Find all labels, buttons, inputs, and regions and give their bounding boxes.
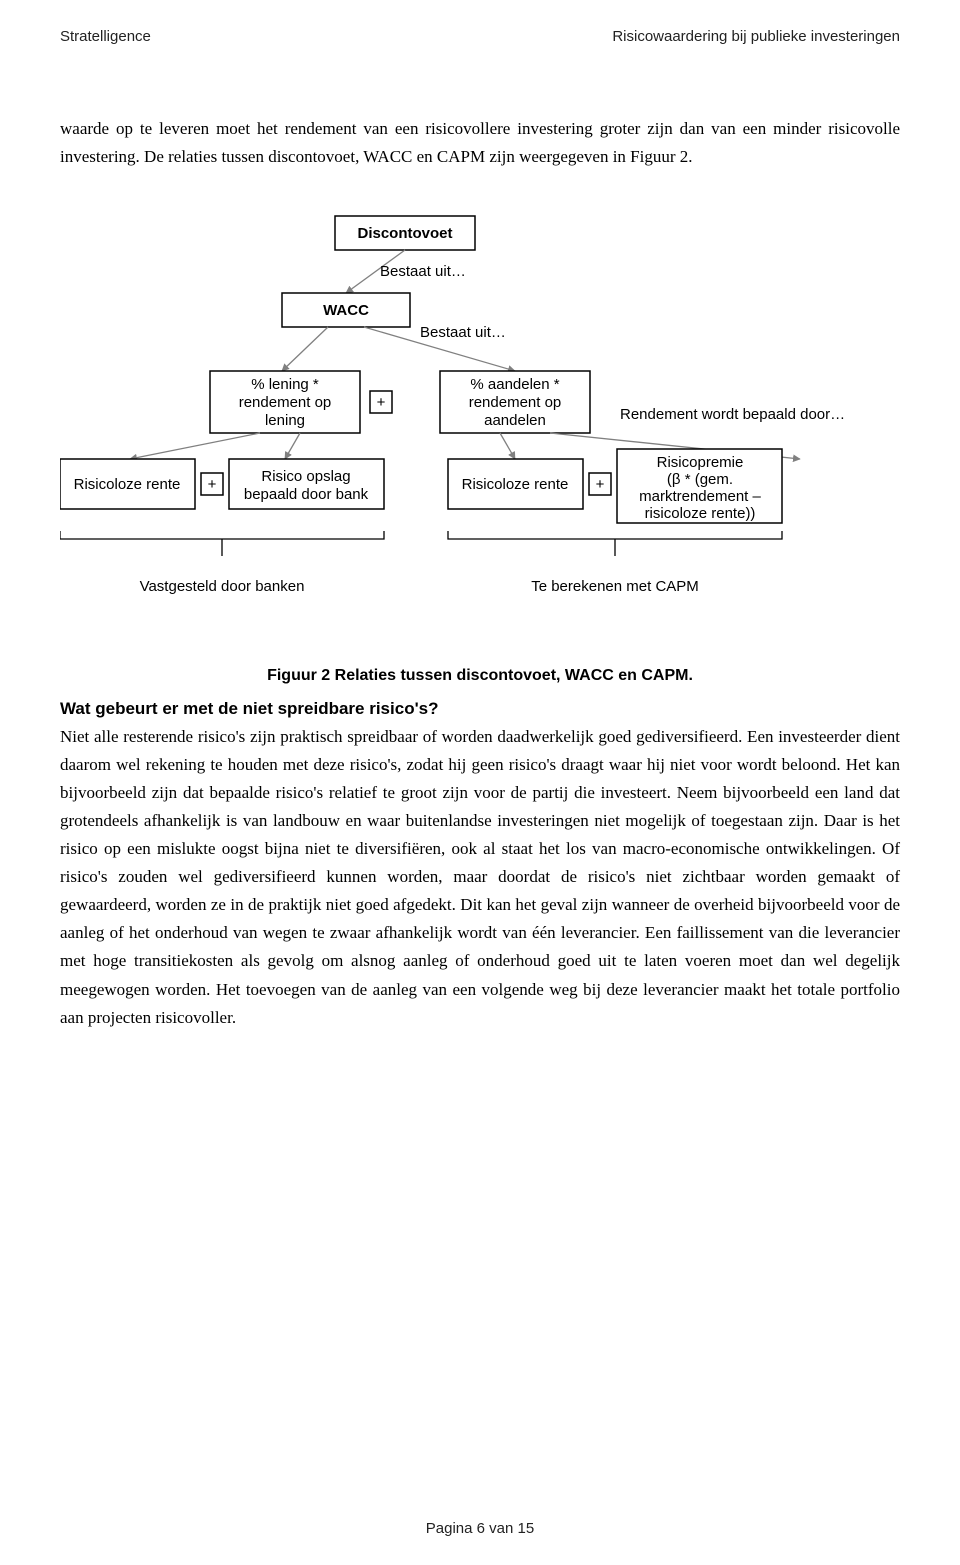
node-discontovoet: Discontovoet	[335, 216, 475, 250]
svg-text:rendement op: rendement op	[469, 394, 562, 411]
node-wacc: WACC	[282, 293, 410, 327]
svg-text:Risicopremie: Risicopremie	[657, 454, 744, 471]
plus-1: +	[370, 391, 392, 413]
svg-text:WACC: WACC	[323, 302, 369, 319]
node-risico-opslag: Risico opslag bepaald door bank	[229, 459, 384, 509]
svg-text:aandelen: aandelen	[484, 412, 546, 429]
svg-text:Discontovoet: Discontovoet	[357, 225, 452, 242]
svg-text:risicoloze rente)): risicoloze rente))	[645, 505, 756, 522]
svg-text:Risico opslag: Risico opslag	[261, 468, 350, 485]
svg-text:lening: lening	[265, 412, 305, 429]
svg-text:bepaald door bank: bepaald door bank	[244, 486, 369, 503]
header-right: Risicowaardering bij publieke investerin…	[612, 28, 900, 45]
svg-text:Risicoloze rente: Risicoloze rente	[74, 476, 181, 493]
svg-text:(β * (gem.: (β * (gem.	[667, 471, 733, 488]
para-body: Niet alle resterende risico's zijn prakt…	[60, 723, 900, 1032]
svg-text:Vastgesteld door banken: Vastgesteld door banken	[140, 578, 305, 595]
svg-text:% aandelen *: % aandelen *	[470, 376, 559, 393]
node-risicoloze-right: Risicoloze rente	[448, 459, 583, 509]
svg-text:Bestaat uit…: Bestaat uit…	[420, 324, 506, 341]
wacc-diagram: Discontovoet Bestaat uit… WACC Bestaat u…	[60, 211, 900, 631]
para-lead: waarde op te leveren moet het rendement …	[60, 115, 900, 171]
header-left: Stratelligence	[60, 28, 151, 45]
body-paragraph-block: Niet alle resterende risico's zijn prakt…	[60, 723, 900, 1032]
node-risicoloze-left: Risicoloze rente	[60, 459, 195, 509]
page-header: Stratelligence Risicowaardering bij publ…	[60, 28, 900, 45]
svg-text:Te berekenen met CAPM: Te berekenen met CAPM	[531, 578, 699, 595]
svg-text:Rendement wordt bepaald door…: Rendement wordt bepaald door…	[620, 406, 845, 423]
node-aandelen: % aandelen * rendement op aandelen	[440, 371, 590, 433]
svg-text:+: +	[377, 394, 386, 411]
page-footer: Pagina 6 van 15	[0, 1520, 960, 1537]
plus-2: +	[201, 473, 223, 495]
svg-text:Risicoloze rente: Risicoloze rente	[462, 476, 569, 493]
svg-text:rendement op: rendement op	[239, 394, 332, 411]
diagram-container: Discontovoet Bestaat uit… WACC Bestaat u…	[60, 211, 900, 631]
svg-text:+: +	[208, 476, 217, 493]
plus-3: +	[589, 473, 611, 495]
svg-text:marktrendement –: marktrendement –	[639, 488, 761, 505]
node-lening: % lening * rendement op lening	[210, 371, 360, 433]
svg-text:% lening *: % lening *	[251, 376, 319, 393]
intro-paragraph-block: waarde op te leveren moet het rendement …	[60, 115, 900, 171]
figure-caption: Figuur 2 Relaties tussen discontovoet, W…	[60, 667, 900, 685]
svg-text:+: +	[596, 476, 605, 493]
sub-heading: Wat gebeurt er met de niet spreidbare ri…	[60, 699, 900, 719]
node-risicopremie: Risicopremie (β * (gem. marktrendement –…	[617, 449, 782, 523]
svg-text:Bestaat uit…: Bestaat uit…	[380, 263, 466, 280]
